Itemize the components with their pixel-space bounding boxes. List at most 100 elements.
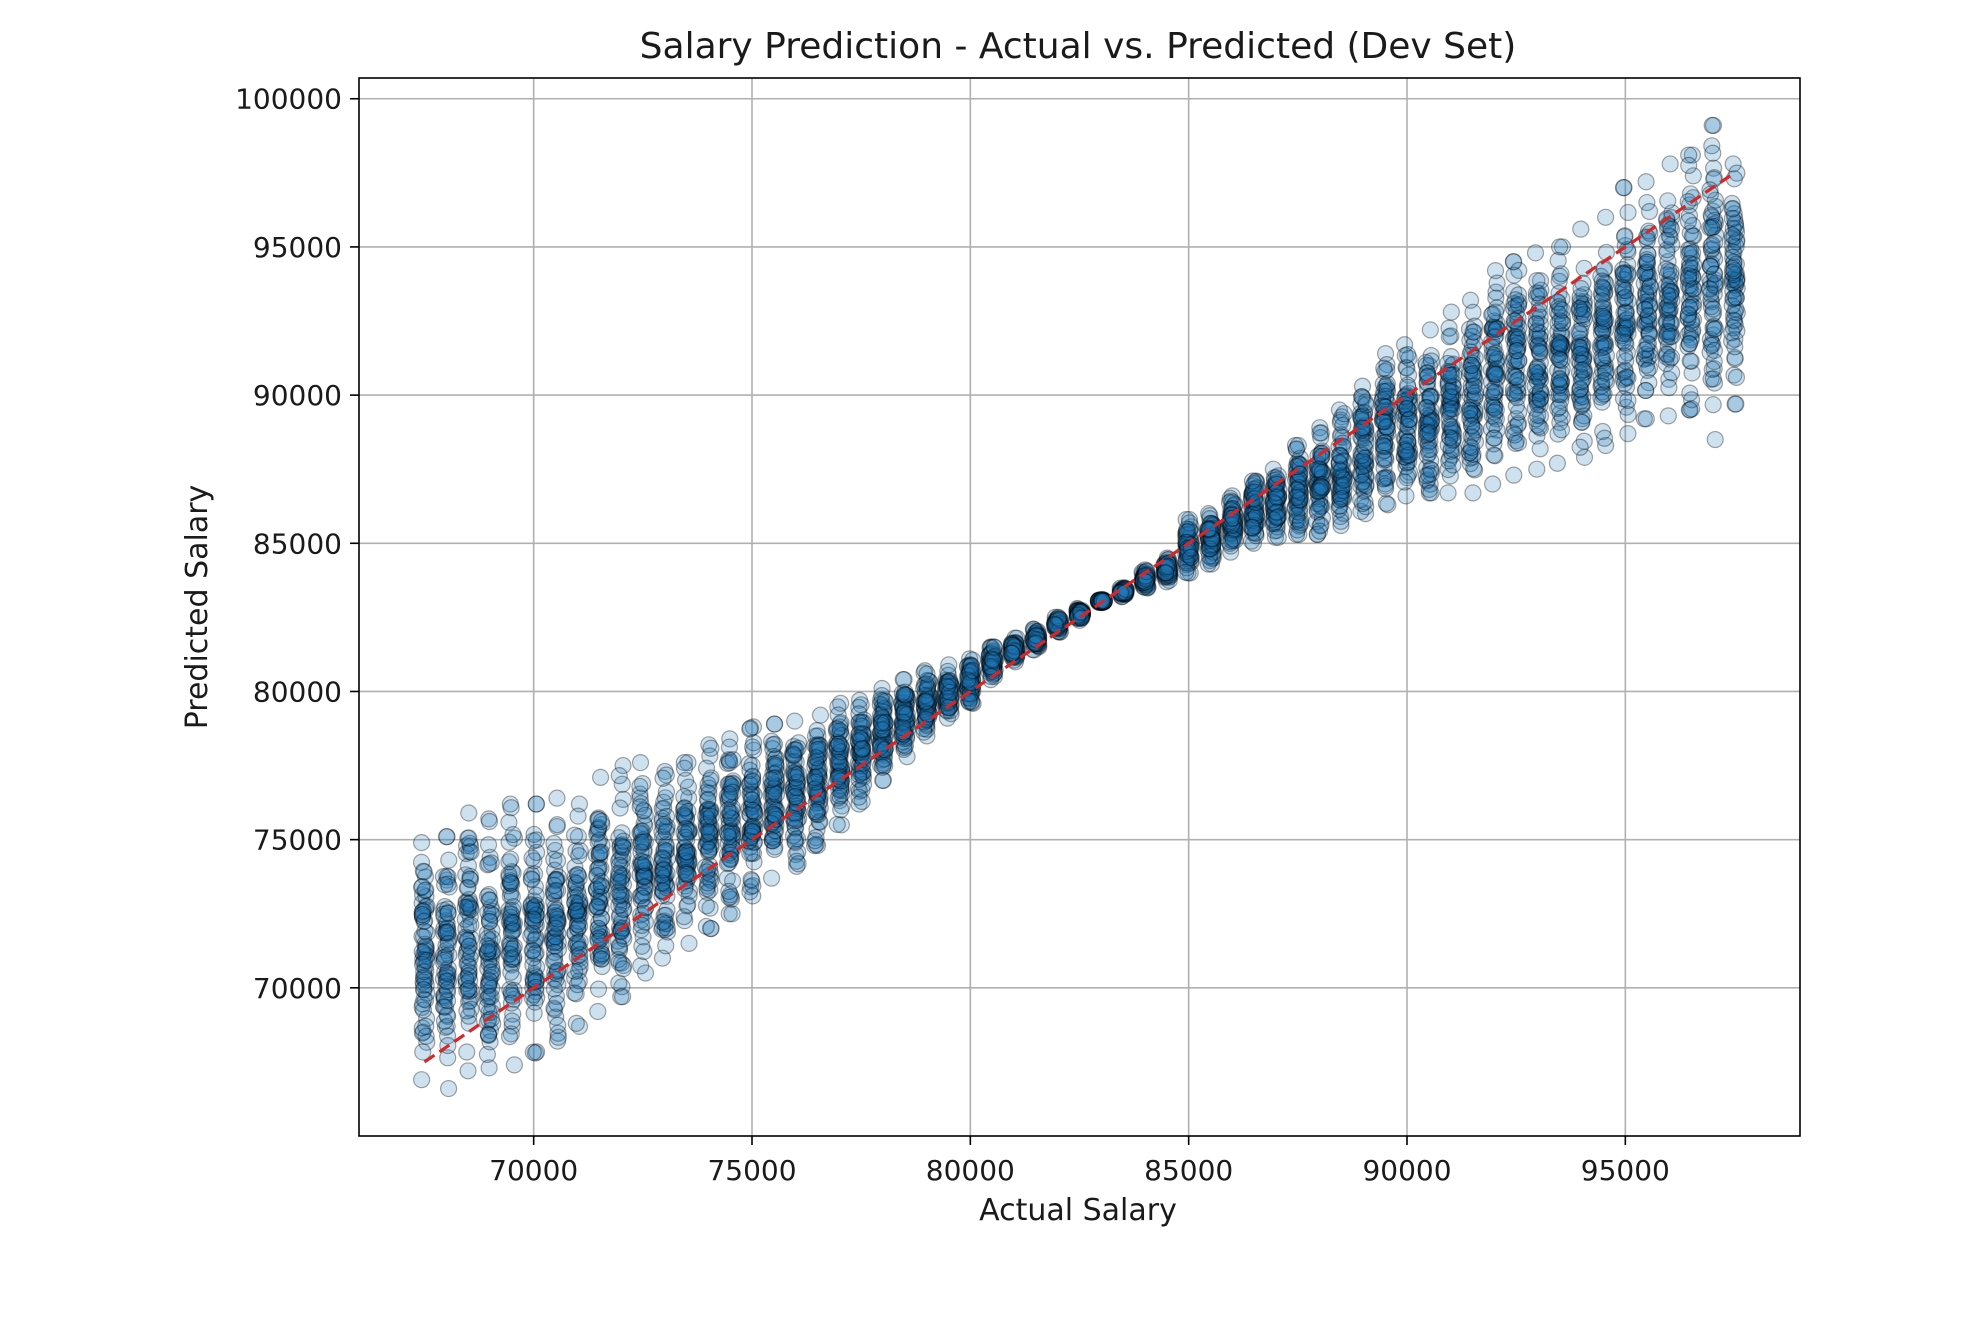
scatter-point (1572, 220, 1590, 238)
scatter-point (719, 801, 737, 819)
scatter-point (501, 945, 519, 963)
scatter-point (765, 715, 784, 733)
scatter-point (1680, 156, 1698, 175)
scatter-point (527, 930, 545, 948)
scatter-point (505, 921, 523, 939)
scatter-point (544, 909, 562, 927)
scatter-point (806, 768, 824, 786)
scatter-point (565, 826, 584, 844)
scatter-point (1527, 315, 1545, 333)
scatter-point (457, 844, 475, 863)
scatter-point (570, 901, 588, 919)
scatter-point (439, 875, 457, 893)
scatter-point (478, 924, 496, 942)
scatter-point (414, 973, 432, 991)
scatter-point (481, 848, 499, 866)
scatter-point (1224, 530, 1242, 548)
scatter-point (700, 823, 718, 841)
scatter-point (1505, 466, 1523, 484)
scatter-point (549, 975, 567, 994)
scatter-point (785, 746, 803, 764)
scatter-point (505, 1056, 523, 1074)
scatter-point (436, 1018, 455, 1036)
scatter-point (610, 883, 628, 901)
scatter-point (565, 984, 584, 1002)
scatter-point (416, 951, 434, 969)
scatter-point (416, 944, 434, 963)
scatter-point (505, 914, 523, 932)
scatter-point (546, 904, 564, 922)
scatter-point (1356, 493, 1374, 511)
scatter-point (416, 958, 434, 976)
scatter-point (1660, 379, 1678, 397)
scatter-point (547, 987, 565, 1006)
scatter-point (850, 788, 868, 806)
scatter-point (546, 928, 564, 946)
scatter-point (743, 772, 761, 791)
scatter-point (460, 829, 478, 847)
scatter-point (527, 906, 545, 924)
scatter-point (569, 898, 587, 916)
scatter-point (544, 952, 563, 971)
scatter-point (566, 858, 584, 876)
scatter-point (524, 832, 542, 850)
scatter-point (1573, 413, 1591, 432)
scatter-point (1442, 303, 1460, 321)
scatter-point (568, 882, 587, 900)
scatter-point (459, 829, 477, 847)
scatter-point (566, 888, 584, 907)
scatter-point (789, 765, 808, 783)
scatter-point (483, 921, 501, 940)
scatter-point (482, 987, 500, 1006)
scatter-point (457, 866, 475, 884)
scatter-point (941, 672, 959, 690)
y-axis-label: Predicted Salary (180, 485, 215, 730)
scatter-point (503, 956, 521, 974)
scatter-point (569, 905, 588, 923)
scatter-point (893, 684, 911, 702)
scatter-point (546, 841, 564, 860)
scatter-point (480, 810, 498, 828)
scatter-point (1552, 265, 1570, 283)
scatter-point (462, 900, 480, 918)
scatter-point (631, 777, 649, 796)
scatter-point (762, 869, 781, 887)
scatter-point (527, 972, 545, 990)
scatter-point (505, 937, 523, 956)
scatter-point (1422, 484, 1440, 502)
scatter-point (459, 899, 477, 917)
scatter-point (480, 855, 498, 873)
y-tick-label: 85000 (253, 527, 342, 560)
scatter-point (483, 957, 501, 976)
scatter-point (1375, 382, 1393, 401)
scatter-point (699, 874, 717, 892)
scatter-point (546, 919, 564, 937)
scatter-point (480, 971, 498, 989)
scatter-point (501, 795, 519, 813)
scatter-point (502, 983, 520, 1001)
scatter-point (460, 966, 478, 985)
scatter-point (1531, 390, 1549, 408)
scatter-point (1487, 365, 1505, 383)
scatter-point (504, 898, 522, 916)
scatter-point (567, 903, 585, 922)
scatter-point (1706, 319, 1724, 338)
scatter-point (1507, 368, 1525, 386)
scatter-point (413, 894, 431, 912)
scatter-point (1485, 403, 1504, 421)
scatter-point (480, 910, 499, 928)
scatter-point (523, 849, 541, 867)
scatter-point (1723, 226, 1741, 244)
scatter-point (458, 955, 476, 973)
scatter-point (569, 934, 587, 952)
scatter-point (434, 998, 453, 1016)
scatter-point (569, 905, 587, 923)
scatter-point (461, 871, 480, 889)
scatter-point (412, 878, 431, 896)
scatter-point (459, 857, 478, 875)
scatter-point (545, 893, 563, 911)
scatter-point (435, 998, 453, 1016)
scatter-point (917, 693, 935, 711)
scatter-point (1463, 356, 1481, 375)
